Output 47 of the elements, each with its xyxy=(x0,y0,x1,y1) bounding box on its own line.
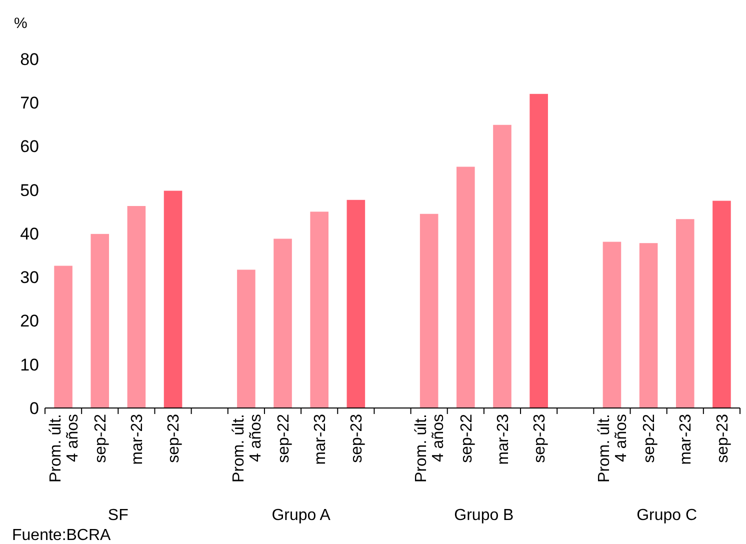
bar xyxy=(346,200,366,408)
bar xyxy=(90,234,110,408)
x-tick-label: sep-23 xyxy=(531,414,548,463)
text: Grupo B xyxy=(454,507,514,524)
text: Grupo C xyxy=(636,507,698,524)
bar xyxy=(493,124,512,408)
x-tick-label: mar-23 xyxy=(494,414,512,465)
x-tick-label: mar-23 xyxy=(312,414,329,465)
x-tick-label: mar-23 xyxy=(678,414,695,465)
source-note: Fuente:BCRA xyxy=(12,527,112,544)
bar xyxy=(530,94,548,408)
bar xyxy=(127,206,146,408)
x-tick-label: sep-22 xyxy=(275,414,292,463)
x-tick-label: sep-23 xyxy=(166,414,183,463)
y-tick-label: 20 xyxy=(20,312,39,331)
bar xyxy=(420,214,438,408)
bar xyxy=(310,212,328,408)
bar xyxy=(54,266,72,408)
text: SF xyxy=(108,507,129,524)
x-tick-label: sep-22 xyxy=(92,414,110,463)
x-tick-label: sep-22 xyxy=(641,414,658,463)
bar xyxy=(602,242,622,408)
x-tick-label: Prom. últ. 4 años xyxy=(413,414,448,482)
bar xyxy=(676,219,694,408)
bar xyxy=(164,190,182,408)
y-tick-label: 70 xyxy=(20,94,39,113)
bar xyxy=(712,200,731,408)
x-tick-label: Prom. últ. 4 años xyxy=(596,414,630,482)
x-tick-label: sep-22 xyxy=(458,414,476,463)
text: Grupo A xyxy=(272,507,331,524)
x-tick-label: Prom. últ. 4 años xyxy=(47,414,82,482)
x-tick-label: Prom. últ. 4 años xyxy=(230,414,264,482)
y-tick-label: 50 xyxy=(20,180,39,200)
bar xyxy=(456,166,475,408)
y-axis-title: % xyxy=(14,15,28,32)
x-tick-label: sep-23 xyxy=(348,414,366,463)
bar xyxy=(237,270,256,408)
x-tick-label: mar-23 xyxy=(129,414,146,465)
y-tick-label: 40 xyxy=(20,224,39,244)
y-tick-label: 80 xyxy=(20,50,39,69)
bar xyxy=(639,243,658,408)
y-tick-label: 0 xyxy=(30,398,39,418)
y-tick-label: 10 xyxy=(20,355,39,374)
bar xyxy=(274,238,292,408)
x-tick-label: sep-23 xyxy=(714,414,732,463)
y-tick-label: 60 xyxy=(20,137,39,156)
y-tick-label: 30 xyxy=(20,268,39,288)
